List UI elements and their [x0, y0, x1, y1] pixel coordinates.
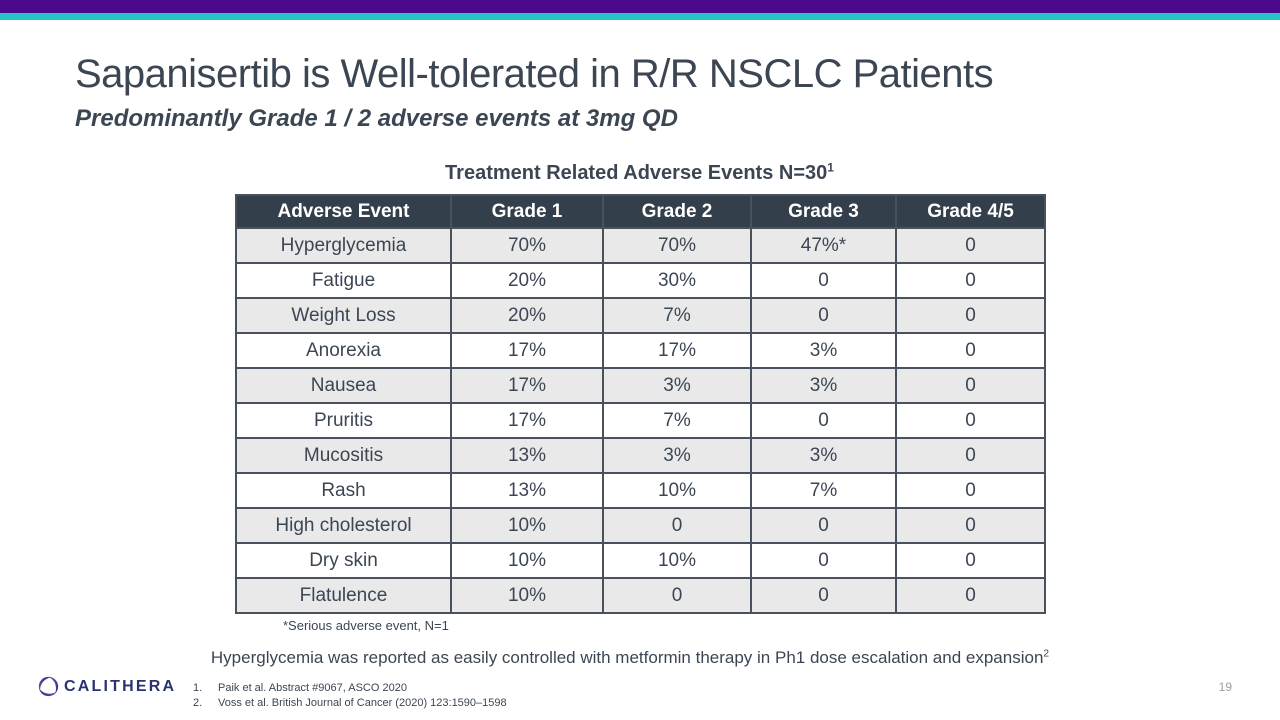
- grade-value-cell: 10%: [602, 542, 752, 579]
- grade-value-cell: 0: [895, 577, 1046, 614]
- grade-value-cell: 0: [895, 472, 1046, 509]
- key-statement-text: Hyperglycemia was reported as easily con…: [210, 648, 1044, 667]
- calithera-logo-text: CALITHERA: [64, 677, 177, 695]
- grade-value-cell: 13%: [450, 472, 604, 509]
- calithera-logo-icon: [38, 676, 59, 697]
- grade-value-cell: 0: [895, 332, 1046, 369]
- grade-value-cell: 0: [895, 367, 1046, 404]
- grade-value-cell: 17%: [450, 332, 604, 369]
- grade-value-cell: 20%: [450, 262, 604, 299]
- grade-value-cell: 0: [750, 507, 897, 544]
- calithera-logo: CALITHERA: [38, 676, 176, 697]
- adverse-event-cell: Weight Loss: [235, 297, 452, 334]
- table-title: Treatment Related Adverse Events N=301: [235, 160, 1044, 185]
- grade-value-cell: 3%: [750, 367, 897, 404]
- grade-value-cell: 13%: [450, 437, 604, 474]
- table-row: Mucositis 13% 3% 3% 0: [235, 437, 1046, 474]
- table-block: Treatment Related Adverse Events N=301 A…: [235, 160, 1046, 633]
- grade-value-cell: 7%: [602, 297, 752, 334]
- grade-value-cell: 0: [895, 227, 1046, 264]
- grade-value-cell: 0: [750, 297, 897, 334]
- grade-value-cell: 0: [750, 262, 897, 299]
- adverse-event-cell: Flatulence: [235, 577, 452, 614]
- adverse-events-table: Adverse Event Grade 1 Grade 2 Grade 3 Grade …: [235, 194, 1046, 614]
- grade-value-cell: 0: [602, 577, 752, 614]
- table-row: Pruritis 17% 7% 0 0: [235, 402, 1046, 439]
- table-row: Nausea 17% 3% 3% 0: [235, 367, 1046, 404]
- grade-value-cell: 0: [750, 542, 897, 579]
- table-row: Anorexia 17% 17% 3% 0: [235, 332, 1046, 369]
- slide-subtitle: Predominantly Grade 1 / 2 adverse events…: [75, 105, 678, 132]
- table-row: Rash 13% 10% 7% 0: [235, 472, 1046, 509]
- reference-text: Paik et al. Abstract #9067, ASCO 2020: [218, 682, 407, 694]
- grade-value-cell: 0: [895, 297, 1046, 334]
- adverse-event-cell: Pruritis: [235, 402, 452, 439]
- slide-title: Sapanisertib is Well-tolerated in R/R NS…: [75, 52, 994, 96]
- grade-value-cell: 17%: [450, 402, 604, 439]
- references-list: 1. Paik et al. Abstract #9067, ASCO 2020 2…: [193, 681, 507, 710]
- grade-value-cell: 0: [895, 437, 1046, 474]
- grade-value-cell: 17%: [450, 367, 604, 404]
- grade-value-cell: 0: [895, 262, 1046, 299]
- adverse-event-cell: Rash: [235, 472, 452, 509]
- adverse-event-cell: Nausea: [235, 367, 452, 404]
- reference-text: Voss et al. British Journal of Cancer (2…: [218, 696, 507, 709]
- grade-value-cell: 70%: [602, 227, 752, 264]
- top-bar-teal: [0, 13, 1280, 20]
- grade-value-cell: 10%: [450, 577, 604, 614]
- reference-item: 2. Voss et al. British Journal of Cancer …: [193, 696, 507, 711]
- key-statement: Hyperglycemia was reported as easily con…: [0, 648, 1260, 668]
- column-header: Grade 4/5: [895, 194, 1046, 229]
- adverse-event-cell: Hyperglycemia: [235, 227, 452, 264]
- table-title-superscript: 1: [827, 160, 834, 175]
- grade-value-cell: 10%: [602, 472, 752, 509]
- page-number: 19: [1218, 680, 1232, 694]
- grade-value-cell: 3%: [750, 437, 897, 474]
- table-title-text: Treatment Related Adverse Events N=30: [445, 162, 828, 184]
- adverse-event-cell: Fatigue: [235, 262, 452, 299]
- table-row: Dry skin 10% 10% 0 0: [235, 542, 1046, 579]
- table-row: Hyperglycemia 70% 70% 47%* 0: [235, 227, 1046, 264]
- column-header: Grade 2: [602, 194, 752, 229]
- grade-value-cell: 0: [895, 507, 1046, 544]
- adverse-event-cell: Anorexia: [235, 332, 452, 369]
- reference-number: 2.: [193, 696, 203, 709]
- reference-number: 1.: [193, 682, 203, 694]
- grade-value-cell: 30%: [602, 262, 752, 299]
- grade-value-cell: 47%*: [750, 227, 897, 264]
- grade-value-cell: 0: [750, 402, 897, 439]
- table-header-row: Adverse Event Grade 1 Grade 2 Grade 3 Grade …: [235, 194, 1046, 229]
- adverse-event-cell: Mucositis: [235, 437, 452, 474]
- grade-value-cell: 0: [750, 577, 897, 614]
- table-row: Weight Loss 20% 7% 0 0: [235, 297, 1046, 334]
- table-row: Fatigue 20% 30% 0 0: [235, 262, 1046, 299]
- grade-value-cell: 3%: [602, 367, 752, 404]
- top-bar-purple: [0, 0, 1280, 13]
- grade-value-cell: 7%: [602, 402, 752, 439]
- grade-value-cell: 10%: [450, 542, 604, 579]
- adverse-events-tbody: Hyperglycemia 70% 70% 47%* 0 Fatigue 20% 30% 0 0 W…: [235, 227, 1046, 614]
- column-header: Adverse Event: [235, 194, 452, 229]
- grade-value-cell: 3%: [602, 437, 752, 474]
- grade-value-cell: 3%: [750, 332, 897, 369]
- grade-value-cell: 0: [895, 402, 1046, 439]
- column-header: Grade 1: [450, 194, 604, 229]
- key-statement-superscript: 2: [1043, 648, 1050, 660]
- grade-value-cell: 7%: [750, 472, 897, 509]
- grade-value-cell: 0: [602, 507, 752, 544]
- grade-value-cell: 17%: [602, 332, 752, 369]
- table-row: Flatulence 10% 0 0 0: [235, 577, 1046, 614]
- table-row: High cholesterol 10% 0 0 0: [235, 507, 1046, 544]
- adverse-event-cell: Dry skin: [235, 542, 452, 579]
- grade-value-cell: 70%: [450, 227, 604, 264]
- grade-value-cell: 20%: [450, 297, 604, 334]
- grade-value-cell: 10%: [450, 507, 604, 544]
- grade-value-cell: 0: [895, 542, 1046, 579]
- table-footnote: *Serious adverse event, N=1: [283, 618, 449, 633]
- column-header: Grade 3: [750, 194, 897, 229]
- reference-item: 1. Paik et al. Abstract #9067, ASCO 2020: [193, 681, 507, 696]
- adverse-event-cell: High cholesterol: [235, 507, 452, 544]
